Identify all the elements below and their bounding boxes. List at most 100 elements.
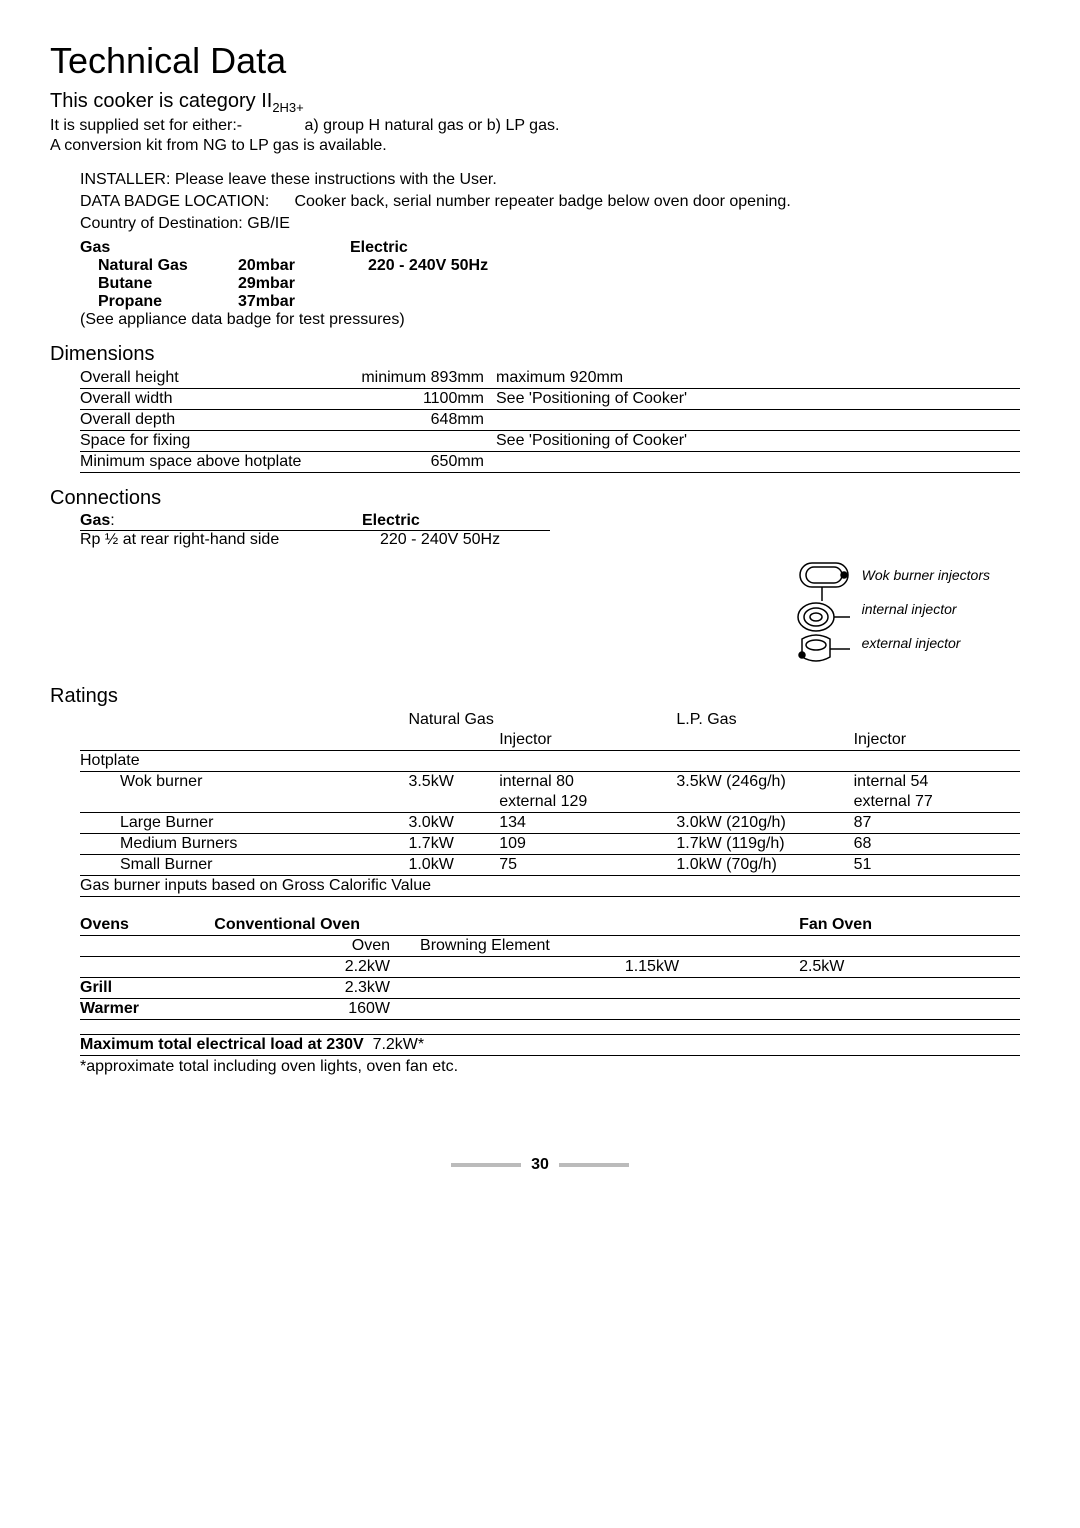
inj-header: Injector [499,730,676,751]
table-row: Overall depth648mm [80,410,1020,431]
dim-label: Space for fixing [80,431,344,452]
dim-v2: See 'Positioning of Cooker' [496,431,1020,452]
propane-label: Propane [80,293,238,311]
info-block: INSTALLER: Please leave these instructio… [80,171,1030,329]
dim-label: Overall width [80,389,344,410]
wok-lp-inj1: internal 54 [854,772,1020,793]
dim-v1: 650mm [344,452,496,473]
injector-labels: Wok burner injectors internal injector e… [862,561,990,671]
inj-header: Injector [854,730,1020,751]
table-row: Natural Gas L.P. Gas [80,710,1020,730]
table-row: Space for fixing See 'Positioning of Cook… [80,431,1020,452]
table-row: Minimum space above hotplate650mm [80,452,1020,473]
badge-label: DATA BADGE LOCATION: [80,193,290,211]
medium-lp-inj: 68 [854,834,1020,855]
warmer-label: Warmer [80,999,214,1020]
large-ng-kw: 3.0kW [408,813,499,834]
electric-header: Electric [350,239,550,257]
dim-label: Overall depth [80,410,344,431]
dim-v2: maximum 920mm [496,368,1020,389]
ratings-table: Natural Gas L.P. Gas Injector Injector H… [80,710,1020,897]
connections-heading: Connections [50,487,1030,510]
table-row: external 129 external 77 [80,792,1020,813]
ng-header: Natural Gas [408,710,676,730]
badge-line: DATA BADGE LOCATION: Cooker back, serial… [80,193,1030,211]
dim-label: Minimum space above hotplate [80,452,344,473]
max-load-val: 7.2kW* [373,1036,425,1053]
wok-ng-inj2: external 129 [499,792,676,813]
max-load-label: Maximum total electrical load at 230V [80,1036,364,1053]
table-row: Overall heightminimum 893mmmaximum 920mm [80,368,1020,389]
page-bar-right [559,1163,629,1167]
table-row: Grill 2.3kW [80,978,1020,999]
medium-label: Medium Burners [80,834,408,855]
dim-v2 [496,452,1020,473]
max-load-line: Maximum total electrical load at 230V 7.… [80,1034,1020,1056]
wok-lp-kw: 3.5kW (246g/h) [676,772,853,793]
conn-gas-val: Rp ½ at rear right-hand side [80,531,380,549]
wok-ng-kw: 3.5kW [408,772,499,793]
wok-ng-inj1: internal 80 [499,772,676,793]
dim-v2 [496,410,1020,431]
dim-v1: 648mm [344,410,496,431]
dim-v1 [344,431,496,452]
connections-table: Gas: Electric Rp ½ at rear right-hand si… [80,512,1030,549]
grill-kw: 2.3kW [214,978,420,999]
page-bar-left [451,1163,521,1167]
table-row: Injector Injector [80,730,1020,751]
table-row: Ovens Conventional Oven Fan Oven [80,915,1020,936]
intro-line-2: A conversion kit from NG to LP gas is av… [50,137,1030,155]
browning-col: Browning Element [420,936,799,957]
table-row: Oven Browning Element [80,936,1020,957]
table-row: Overall width1100mmSee 'Positioning of C… [80,389,1020,410]
country-line: Country of Destination: GB/IE [80,215,1030,233]
ovens-label: Ovens [80,915,214,936]
conn-gas-header: Gas [80,512,110,529]
oven-col: Oven [214,936,420,957]
injector-diagram: Wok burner injectors internal injector e… [50,561,990,671]
small-ng-kw: 1.0kW [408,855,499,876]
small-label: Small Burner [80,855,408,876]
butane-label: Butane [80,275,238,293]
table-row: Medium Burners 1.7kW 109 1.7kW (119g/h) … [80,834,1020,855]
category-prefix: This cooker is category II [50,90,272,112]
small-lp-inj: 51 [854,855,1020,876]
dim-v1: 1100mm [344,389,496,410]
category-sub: 2H3+ [272,100,303,115]
natural-gas-val: 20mbar [238,257,368,275]
large-ng-inj: 134 [499,813,676,834]
small-lp-kw: 1.0kW (70g/h) [676,855,853,876]
small-ng-inj: 75 [499,855,676,876]
test-pressure-note: (See appliance data badge for test press… [80,311,405,329]
conv-kw: 2.2kW [214,957,420,978]
badge-text: Cooker back, serial number repeater badg… [294,193,790,210]
category-line: This cooker is category II2H3+ [50,90,1030,115]
large-lp-kw: 3.0kW (210g/h) [676,813,853,834]
fan-kw: 2.5kW [799,957,1020,978]
hotplate-label: Hotplate [80,751,408,772]
intro1a: It is supplied set for either:- [50,117,300,135]
medium-ng-inj: 109 [499,834,676,855]
intro1b: a) group H natural gas or b) LP gas. [304,117,559,134]
brown-kw: 1.15kW [420,957,799,978]
lp-header: L.P. Gas [676,710,1020,730]
wok-label: Wok burner [80,772,408,793]
dimensions-heading: Dimensions [50,343,1030,366]
wok-lp-inj2: external 77 [854,792,1020,813]
external-injector-label: external injector [862,635,990,651]
medium-ng-kw: 1.7kW [408,834,499,855]
dim-v1: minimum 893mm [344,368,496,389]
electric-val: 220 - 240V 50Hz [368,257,568,275]
page-title: Technical Data [50,40,1030,82]
conv-oven-header: Conventional Oven [214,915,799,936]
propane-val: 37mbar [238,293,368,311]
conn-elec-val: 220 - 240V 50Hz [380,531,580,549]
footnote: *approximate total including oven lights… [80,1058,1030,1076]
calorific-note: Gas burner inputs based on Gross Calorif… [80,876,1020,897]
ovens-table: Ovens Conventional Oven Fan Oven Oven Br… [80,915,1020,1020]
large-lp-inj: 87 [854,813,1020,834]
conn-elec-header: Electric [362,512,550,530]
gas-electric-block: Gas Electric Natural Gas 20mbar 220 - 24… [80,239,1030,329]
warmer-kw: 160W [214,999,420,1020]
natural-gas-label: Natural Gas [80,257,238,275]
